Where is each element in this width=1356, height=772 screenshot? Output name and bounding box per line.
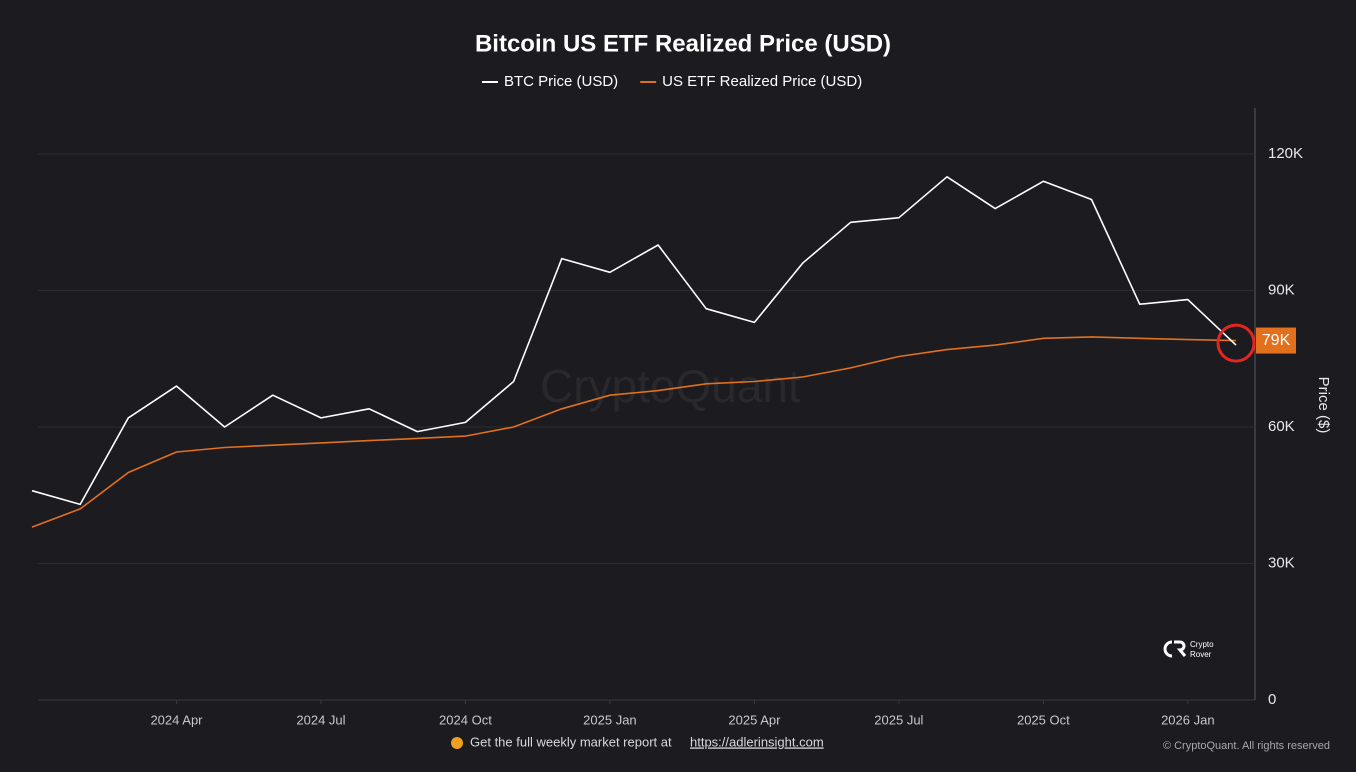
x-tick-label: 2024 Jul [296,712,345,727]
chart-title: Bitcoin US ETF Realized Price (USD) [475,30,891,57]
logo: Crypto Rover [1163,640,1214,659]
y-tick-label: 0 [1268,691,1276,708]
highlight-circle [1216,323,1256,363]
value-badge [1256,327,1296,354]
y-tick-label: 30K [1268,554,1295,571]
logo-icon [1163,640,1187,658]
y-tick-label: 120K [1268,145,1303,162]
x-tick-label: 2025 Apr [728,712,781,727]
y-tick-label: 60K [1268,418,1295,435]
footer-link[interactable]: https://adlerinsight.com [690,734,824,749]
y-tick-label: 90K [1268,281,1295,298]
logo-text: Crypto [1190,640,1214,649]
x-tick-label: 2025 Jul [874,712,923,727]
grid: 0 30K 60K 90K 120K 2024 Apr 2024 Jul 2024 Oct 20… [38,145,1303,727]
line-series [31,176,1237,506]
x-tick-label: 2024 Apr [150,712,203,727]
copyright: © CryptoQuant. All rights reserved [1163,740,1330,752]
logo-text: Rover [1190,650,1212,659]
y-axis-label: Price ($) [1315,377,1332,434]
line-series [31,336,1237,528]
x-tick-label: 2024 Oct [439,712,492,727]
footer-icon [451,737,463,749]
legend-label: US ETF Realized Price (USD) [662,73,862,90]
x-tick-label: 2026 Jan [1161,712,1215,727]
footer-text: Get the full weekly market report at [470,734,672,749]
value-badge-label: 79K [1262,332,1291,349]
x-tick-label: 2025 Oct [1017,712,1070,727]
x-tick-label: 2025 Jan [583,712,637,727]
legend-label: BTC Price (USD) [504,73,618,90]
legend: BTC Price (USD) US ETF Realized Price (US… [482,73,862,90]
plot-area: 79K [31,176,1296,528]
